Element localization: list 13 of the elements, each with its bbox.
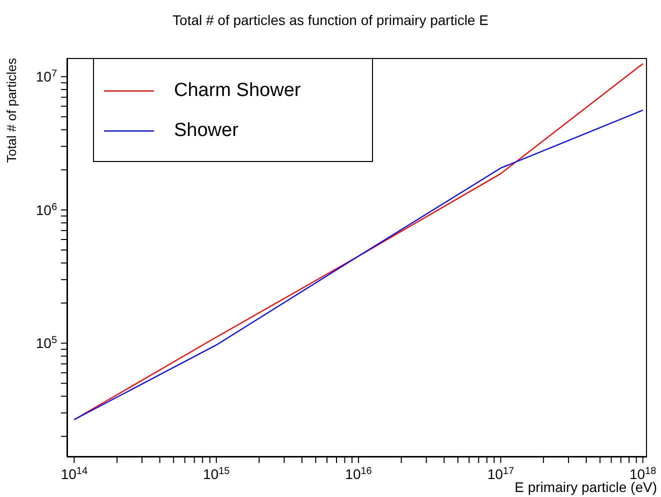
x-tick-label: 10$^{14}$ <box>60 466 88 482</box>
y-axis-title: Total # of particles <box>4 58 19 165</box>
legend-label: Charm Shower <box>174 80 301 102</box>
y-tick-label: 10$^{7}$ <box>36 68 58 85</box>
y-tick-label: 10$^{6}$ <box>36 201 58 218</box>
x-tick-label: 10$^{15}$ <box>203 466 230 482</box>
legend-label: Shower <box>174 120 238 142</box>
x-axis-title: E primairy particle (eV) <box>514 479 657 495</box>
chart-title: Total # of particles as function of primairy particle E <box>172 12 490 28</box>
y-tick-label: 10$^{5}$ <box>36 334 58 352</box>
x-tick-label: 10$^{18}$ <box>629 466 657 482</box>
x-tick-label: 10$^{17}$ <box>487 466 514 482</box>
x-tick-label: 10$^{16}$ <box>345 466 372 482</box>
